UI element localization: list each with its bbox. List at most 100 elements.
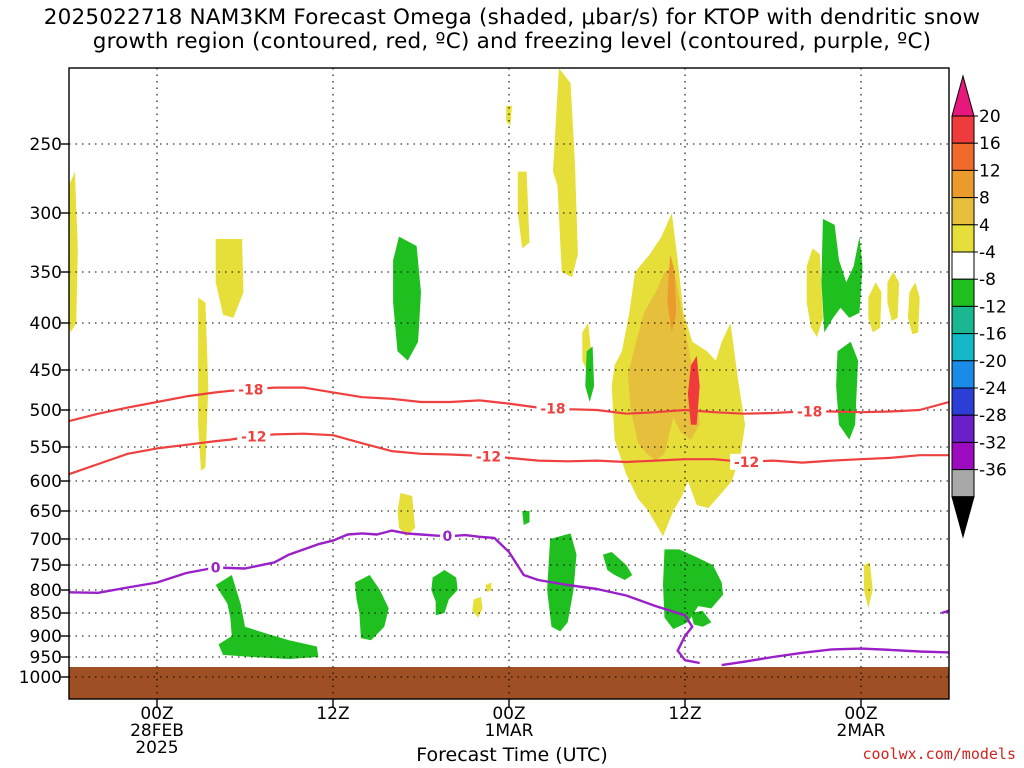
omega-cell-18 xyxy=(687,355,700,425)
colorbar-band-9 xyxy=(951,333,975,362)
omega-cell-12 xyxy=(907,282,920,335)
colorbar-band-6 xyxy=(951,251,975,280)
contour-label-bg-dgz_minus12-2 xyxy=(730,453,764,470)
x-tick-label-0-0: 00Z xyxy=(140,704,173,724)
y-tick-label-750: 750 xyxy=(30,556,62,576)
contour-label-dgz_minus12-1: -12 xyxy=(476,449,501,465)
omega-cell-22 xyxy=(522,511,530,525)
contour-freezing_0 xyxy=(69,529,700,665)
contour-label-dgz_minus18-2: -18 xyxy=(797,404,822,420)
omega-cell-14 xyxy=(472,596,483,618)
contour-label-bg-dgz_minus18-2 xyxy=(793,403,827,420)
colorbar-label-5: -4 xyxy=(979,243,996,263)
omega-cell-15 xyxy=(485,582,492,593)
omega-cell-5 xyxy=(517,171,530,249)
x-tick-label-2-0: 00Z xyxy=(492,704,525,724)
y-tick-label-850: 850 xyxy=(30,604,62,624)
colorbar-band-10 xyxy=(951,360,975,389)
colorbar-label-10: -24 xyxy=(979,379,1007,399)
colorbar-band-13 xyxy=(951,441,975,471)
colorbar-band-11 xyxy=(951,387,975,416)
colorbar: 20 16 12 8 4 -4 -8 -12 -16 -20 -24 -28 -32 -36 xyxy=(951,74,1007,539)
contour-label-bg-dgz_minus18-0 xyxy=(234,381,268,398)
y-tick-label-550: 550 xyxy=(30,438,62,458)
y-tick-label-350: 350 xyxy=(30,263,62,283)
x-tick-label-2-1: 1MAR xyxy=(485,721,534,741)
colorbar-band-7 xyxy=(951,278,975,307)
colorbar-band-12 xyxy=(951,414,975,443)
y-axis-ticks: 250 300 350 400 450 500 550 600 650 700 750 800 850 9… xyxy=(19,135,69,688)
y-tick-label-1000: 1000 xyxy=(19,668,62,688)
y-tick-label-450: 450 xyxy=(30,361,62,381)
y-tick-label-600: 600 xyxy=(30,472,62,492)
omega-cell-0 xyxy=(69,171,78,333)
contour-label-bg-dgz_minus12-1 xyxy=(471,448,505,465)
omega-cell-20 xyxy=(547,533,577,632)
x-axis-title: Forecast Time (UTC) xyxy=(416,744,608,766)
omega-cell-23 xyxy=(602,552,633,580)
omega-cell-24 xyxy=(663,549,724,630)
colorbar-top-arrow xyxy=(951,74,975,117)
y-tick-label-500: 500 xyxy=(30,401,62,421)
colorbar-label-9: -20 xyxy=(979,352,1007,372)
omega-cell-3 xyxy=(397,493,416,537)
contour-label-freezing_0-1: 0 xyxy=(443,529,453,545)
contour-freezing_0_c xyxy=(941,609,949,615)
colorbar-label-6: -8 xyxy=(979,270,996,290)
colorbar-label-8: -16 xyxy=(979,325,1007,345)
omega-cell-6 xyxy=(553,68,578,278)
omega-shading-layer xyxy=(69,68,920,659)
contour-label-bg-dgz_minus12-0 xyxy=(237,428,271,445)
colorbar-bottom-arrow xyxy=(951,496,975,539)
omega-cell-10 xyxy=(868,282,882,333)
y-tick-label-900: 900 xyxy=(30,627,62,647)
omega-cell-11 xyxy=(887,272,900,321)
colorbar-label-1: 16 xyxy=(979,134,1001,154)
credit-link[interactable]: coolwx.com/models xyxy=(862,745,1016,763)
x-tick-label-0-1: 28FEB xyxy=(130,721,184,741)
chart-title: 2025022718 NAM3KM Forecast Omega (shaded… xyxy=(0,6,1024,54)
x-tick-label-3-0: 12Z xyxy=(668,704,701,724)
y-tick-label-700: 700 xyxy=(30,530,62,550)
omega-cell-26 xyxy=(821,218,863,333)
gridlines xyxy=(69,68,949,699)
colorbar-label-13: -36 xyxy=(979,461,1007,481)
omega-cell-25 xyxy=(690,610,712,627)
x-tick-label-4-1: 2MAR xyxy=(837,721,886,741)
omega-cell-9 xyxy=(806,248,823,338)
colorbar-band-4 xyxy=(951,197,975,226)
colorbar-band-2 xyxy=(951,142,975,171)
omega-cell-30 xyxy=(431,570,458,616)
y-tick-label-950: 950 xyxy=(30,648,62,668)
contour-label-freezing_0-0: 0 xyxy=(211,561,221,577)
contour-label-dgz_minus18-0: -18 xyxy=(238,383,263,399)
omega-cell-1 xyxy=(215,239,244,318)
y-tick-label-300: 300 xyxy=(30,204,62,224)
colorbar-band-1 xyxy=(951,115,975,144)
y-tick-label-800: 800 xyxy=(30,581,62,601)
colorbar-label-11: -28 xyxy=(979,406,1007,426)
colorbar-band-14 xyxy=(951,469,975,498)
y-tick-label-400: 400 xyxy=(30,314,62,334)
surface-terrain-layer xyxy=(69,667,949,699)
colorbar-label-0: 20 xyxy=(979,107,1001,127)
colorbar-label-12: -32 xyxy=(979,433,1007,453)
omega-cell-2 xyxy=(198,297,209,471)
contour-label-bg-freezing_0-0 xyxy=(208,559,224,576)
omega-cell-28 xyxy=(215,575,319,659)
colorbar-band-8 xyxy=(951,305,975,335)
x-tick-label-4-0: 00Z xyxy=(844,704,877,724)
omega-cell-27 xyxy=(836,341,859,440)
y-tick-label-650: 650 xyxy=(30,502,62,522)
colorbar-band-3 xyxy=(951,169,975,199)
omega-cell-4 xyxy=(506,106,512,126)
omega-cell-21 xyxy=(585,346,595,402)
chart-title-line1: 2025022718 NAM3KM Forecast Omega (shaded… xyxy=(43,5,981,30)
contour-label-dgz_minus12-2: -12 xyxy=(734,455,759,471)
omega-cell-17 xyxy=(667,254,677,333)
colorbar-label-3: 8 xyxy=(979,189,990,209)
contour-label-dgz_minus12-0: -12 xyxy=(241,429,266,445)
colorbar-label-7: -12 xyxy=(979,297,1007,317)
